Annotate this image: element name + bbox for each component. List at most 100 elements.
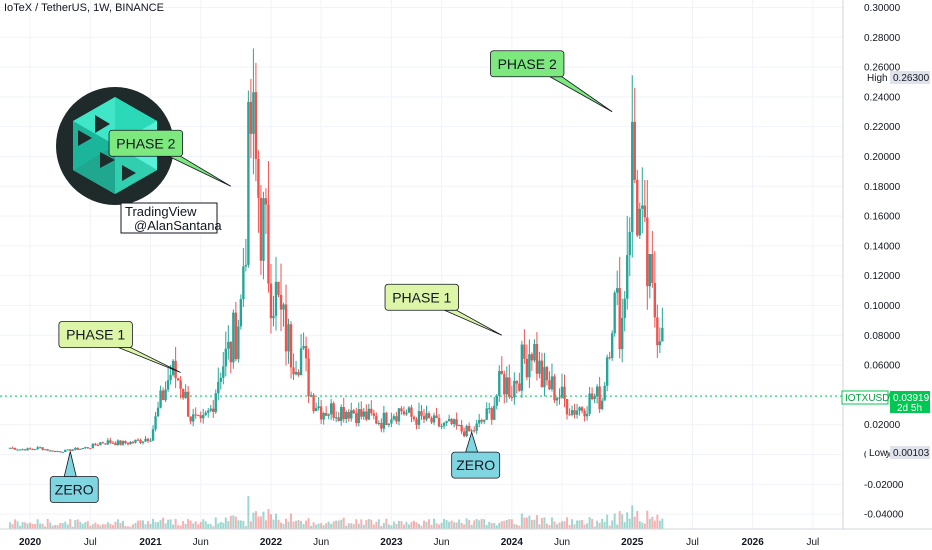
candle-body: [59, 451, 62, 453]
volume-bar: [76, 519, 79, 529]
volume-bar: [49, 522, 52, 529]
volume-bar: [352, 524, 355, 529]
candle-body: [61, 451, 64, 453]
volume-bar: [106, 522, 109, 529]
candle-body: [447, 418, 451, 422]
volume-bar: [320, 523, 323, 529]
x-tick-label: 2022: [260, 537, 283, 548]
x-tick-label: Jul: [686, 537, 699, 548]
volume-bar: [392, 521, 395, 529]
volume-bar: [382, 523, 385, 529]
y-tick-label: 0.24000: [864, 92, 901, 103]
callout: PHASE 1: [384, 283, 502, 336]
volume-bar: [232, 515, 235, 529]
candle-body: [360, 409, 363, 417]
callout-pointer: [444, 309, 502, 336]
volume-bar: [56, 525, 59, 529]
volume-bar: [202, 519, 205, 529]
candle-body: [530, 354, 534, 361]
volume-bar: [405, 521, 408, 529]
x-tick-label: Jun: [554, 537, 570, 548]
candle-body: [64, 449, 67, 452]
chart-title: IoTeX / TetherUS, 1W, BINANCE: [4, 2, 164, 14]
candle-body: [292, 367, 295, 375]
time-axis-ticks: 2020 Jul 2021 Jun 2022 Jun 2023 Jun 2024 Jun 2025 J…: [19, 537, 819, 548]
candle-body: [485, 408, 488, 420]
volume-bar: [410, 521, 413, 529]
candle-body: [462, 431, 466, 437]
volume-bar: [136, 520, 139, 529]
watermark-line1: TradingView: [125, 204, 197, 219]
volume-bar: [493, 522, 496, 529]
volume-bar: [172, 524, 175, 529]
candle-body: [520, 344, 524, 391]
candle-body: [415, 419, 418, 425]
volume-bar: [530, 520, 533, 529]
volume-bar: [217, 523, 220, 529]
volume-bar: [643, 523, 646, 529]
volume-bar: [367, 519, 370, 529]
candle-body: [548, 380, 551, 390]
volume-bar: [525, 517, 528, 529]
candle-body: [287, 324, 290, 352]
candle-body: [69, 449, 72, 451]
candle-body: [337, 417, 340, 421]
volume-bar: [66, 524, 69, 529]
volume-bar: [126, 526, 129, 529]
candle-body: [483, 419, 486, 422]
volume-bar: [365, 520, 368, 529]
candle-body: [508, 377, 511, 397]
candle-body: [269, 283, 273, 319]
volume-bar: [596, 520, 599, 529]
candle-body: [488, 408, 491, 410]
x-tick-label: 2021: [139, 537, 162, 548]
candle-body: [317, 406, 320, 409]
watermark-line2: @AlanSantana: [134, 218, 222, 233]
volume-bar: [347, 523, 350, 529]
watermark-box: TradingView @AlanSantana: [120, 202, 222, 234]
y-tick-label: -0.02000: [864, 480, 904, 491]
candle-body: [480, 420, 483, 422]
candle-body: [518, 383, 521, 391]
candle-body: [575, 410, 579, 415]
volume-bar: [297, 519, 300, 529]
volume-bar: [272, 519, 275, 529]
candle-body: [387, 423, 391, 426]
volume-bar: [305, 520, 308, 529]
volume-bar: [249, 521, 252, 529]
volume-bar: [69, 519, 72, 529]
candle-body: [457, 424, 461, 426]
volume-bar: [453, 522, 456, 529]
volume-bar: [39, 523, 42, 529]
candle-body: [171, 360, 175, 376]
volume-bar: [285, 518, 288, 529]
candle-body: [400, 408, 403, 412]
candle-body: [56, 451, 59, 453]
candle-body: [274, 281, 278, 316]
volume-bar: [327, 521, 330, 529]
callout-label: ZERO: [456, 457, 495, 473]
volume-bar: [229, 515, 232, 529]
volume-bar: [292, 521, 295, 529]
candle-body: [430, 417, 433, 423]
candle-body: [294, 371, 298, 375]
volume-bar: [242, 520, 245, 529]
candle-body: [490, 408, 493, 420]
candle-body: [580, 407, 584, 411]
candle-body: [302, 345, 305, 349]
volume-bar: [450, 520, 453, 529]
candle-body: [307, 358, 310, 397]
candle-body: [435, 415, 438, 419]
volume-bar: [555, 524, 558, 529]
volume-bar: [661, 518, 664, 529]
candle-body: [197, 414, 200, 416]
candle-body: [84, 447, 87, 449]
candle-body: [445, 421, 448, 423]
candle-body: [475, 423, 478, 431]
candle-body: [352, 410, 355, 414]
x-tick-label: Jun: [313, 537, 329, 548]
volume-bar: [495, 525, 498, 529]
candle-body: [136, 439, 140, 441]
candle-body: [79, 448, 82, 450]
